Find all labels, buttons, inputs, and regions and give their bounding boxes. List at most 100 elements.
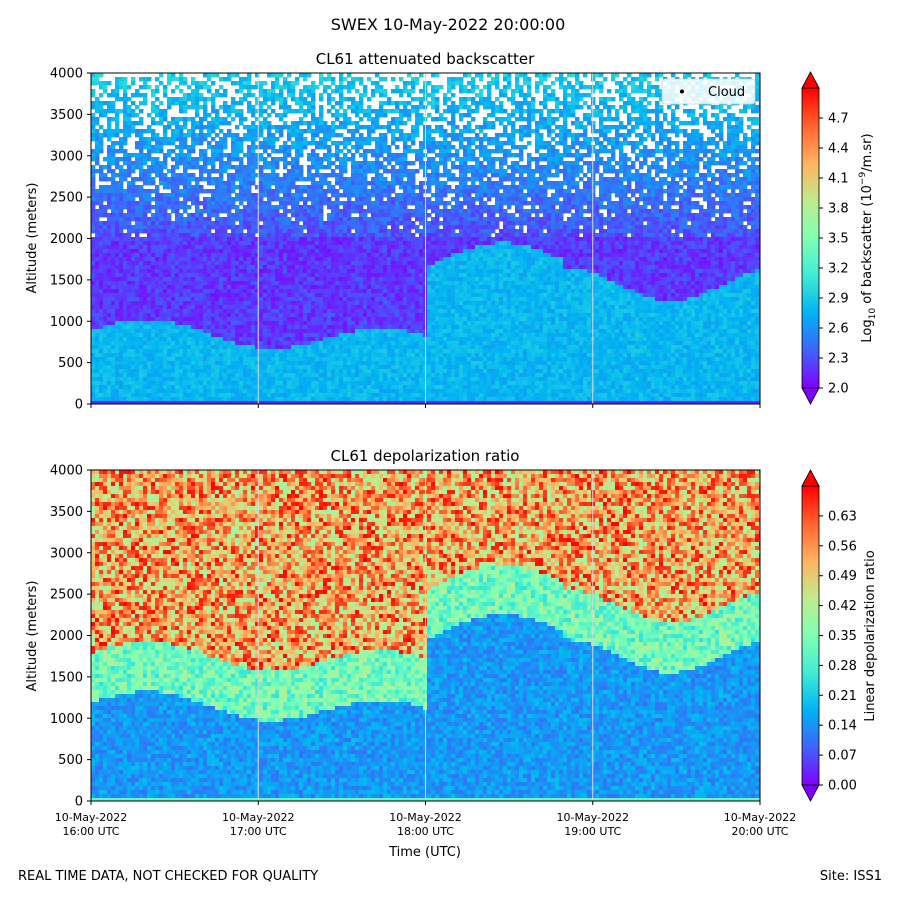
heatmap-cell xyxy=(183,109,188,114)
heatmap-cell xyxy=(227,377,232,382)
heatmap-cell xyxy=(203,333,208,338)
heatmap-cell xyxy=(247,401,252,404)
heatmap-cell xyxy=(355,217,360,222)
heatmap-cell xyxy=(91,309,96,314)
heatmap-cell xyxy=(275,253,280,258)
heatmap-cell xyxy=(215,185,220,190)
heatmap-cell xyxy=(347,309,352,314)
heatmap-cell xyxy=(251,125,256,130)
heatmap-cell xyxy=(111,181,116,186)
heatmap-cell xyxy=(183,397,188,402)
heatmap-cell xyxy=(99,357,104,362)
heatmap-cell xyxy=(295,133,300,138)
heatmap-cell xyxy=(315,121,320,126)
heatmap-cell xyxy=(155,261,160,266)
heatmap-cell xyxy=(259,141,264,146)
heatmap-cell xyxy=(251,129,256,134)
heatmap-cell xyxy=(335,89,340,94)
heatmap-cell xyxy=(195,93,200,98)
heatmap-cell xyxy=(323,141,328,146)
heatmap-cell xyxy=(259,193,264,198)
heatmap-cell xyxy=(155,321,160,326)
heatmap-cell xyxy=(147,233,152,238)
heatmap-cell xyxy=(179,81,184,86)
heatmap-cell xyxy=(307,281,312,286)
heatmap-cell xyxy=(123,241,128,246)
heatmap-cell xyxy=(279,353,284,358)
heatmap-cell xyxy=(355,285,360,290)
heatmap-cell xyxy=(215,317,220,322)
heatmap-cell xyxy=(127,349,132,354)
heatmap-cell xyxy=(323,181,328,186)
heatmap-cell xyxy=(131,213,136,218)
heatmap-cell xyxy=(311,281,316,286)
heatmap-cell xyxy=(343,365,348,370)
heatmap-cell xyxy=(287,173,292,178)
heatmap-cell xyxy=(211,297,216,302)
heatmap-cell xyxy=(187,333,192,338)
heatmap-cell xyxy=(263,297,268,302)
heatmap-cell xyxy=(355,345,360,350)
heatmap-cell xyxy=(135,333,140,338)
heatmap-cell xyxy=(91,389,96,394)
heatmap-cell xyxy=(227,385,232,390)
heatmap-cell xyxy=(163,309,168,314)
heatmap-cell xyxy=(95,201,100,206)
heatmap-cell xyxy=(115,209,120,214)
heatmap-cell xyxy=(119,305,124,310)
heatmap-cell xyxy=(231,377,236,382)
heatmap-cell xyxy=(107,133,112,138)
heatmap-cell xyxy=(151,257,156,262)
heatmap-cell xyxy=(335,285,340,290)
heatmap-cell xyxy=(311,189,316,194)
heatmap-cell xyxy=(175,297,180,302)
heatmap-cell xyxy=(203,153,208,158)
heatmap-cell xyxy=(255,157,260,162)
heatmap-cell xyxy=(131,253,136,258)
heatmap-cell xyxy=(207,349,212,354)
heatmap-cell xyxy=(151,337,156,342)
heatmap-cell xyxy=(167,105,172,110)
heatmap-cell xyxy=(207,121,212,126)
heatmap-cell xyxy=(171,169,176,174)
heatmap-cell xyxy=(139,321,144,326)
heatmap-cell xyxy=(115,253,120,258)
heatmap-cell xyxy=(339,241,344,246)
heatmap-cell xyxy=(239,345,244,350)
heatmap-cell xyxy=(279,397,284,402)
heatmap-cell xyxy=(239,293,244,298)
heatmap-cell xyxy=(255,389,260,394)
heatmap-cell xyxy=(207,257,212,262)
heatmap-cell xyxy=(331,317,336,322)
heatmap-cell xyxy=(219,173,224,178)
heatmap-cell xyxy=(95,209,100,214)
heatmap-cell xyxy=(167,393,172,398)
heatmap-cell xyxy=(271,81,276,86)
heatmap-cell xyxy=(199,301,204,306)
heatmap-cell xyxy=(203,341,208,346)
heatmap-cell xyxy=(179,73,184,78)
heatmap-cell xyxy=(167,293,172,298)
heatmap-cell xyxy=(267,265,272,270)
heatmap-cell xyxy=(255,313,260,318)
heatmap-cell xyxy=(191,305,196,310)
heatmap-cell xyxy=(215,373,220,378)
heatmap-cell xyxy=(267,129,272,134)
heatmap-cell xyxy=(311,97,316,102)
heatmap-cell xyxy=(191,365,196,370)
heatmap-cell xyxy=(271,333,276,338)
heatmap-cell xyxy=(259,313,264,318)
heatmap-cell xyxy=(219,153,224,158)
heatmap-cell xyxy=(215,113,220,118)
heatmap-cell xyxy=(159,237,164,242)
heatmap-cell xyxy=(135,189,140,194)
heatmap-cell xyxy=(231,81,236,86)
heatmap-cell xyxy=(91,261,96,266)
heatmap-cell xyxy=(167,277,172,282)
heatmap-cell xyxy=(131,345,136,350)
heatmap-cell xyxy=(223,401,228,404)
heatmap-cell xyxy=(359,93,364,98)
heatmap-cell xyxy=(219,361,224,366)
heatmap-cell xyxy=(363,197,368,202)
heatmap-cell xyxy=(363,141,368,146)
